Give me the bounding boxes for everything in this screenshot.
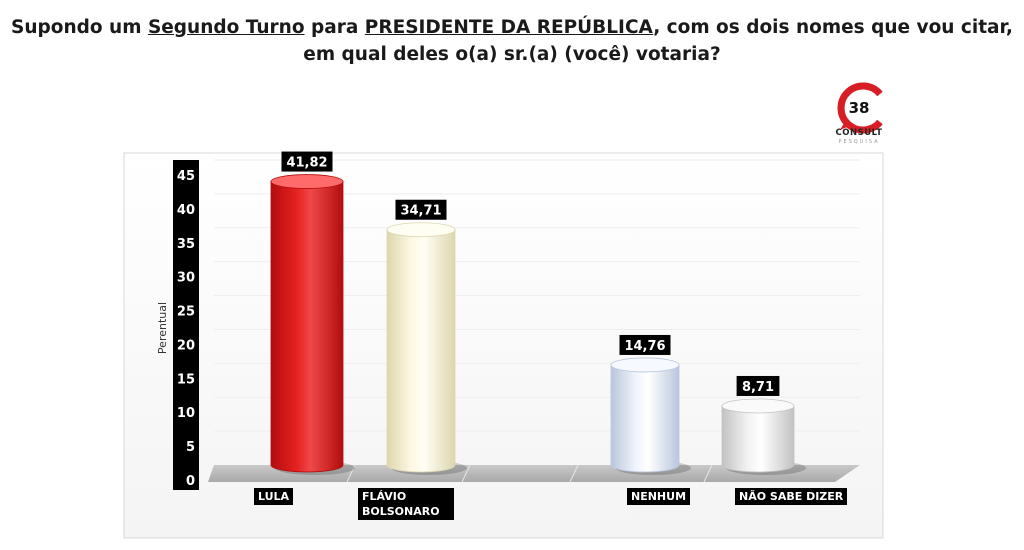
y-tick-label: 30	[177, 271, 195, 286]
y-tick-label: 40	[177, 203, 195, 218]
chart-title: Supondo um Segundo Turno para PRESIDENTE…	[0, 14, 1024, 68]
y-tick-label: 25	[177, 305, 195, 320]
38-consult-logo-icon: 38	[837, 82, 883, 134]
x-category-label-3: NÃO SABE DIZER	[735, 488, 848, 505]
value-label-3: 8,71	[742, 380, 774, 395]
logo-wordmark: CONSULT	[835, 128, 883, 138]
bar-2	[610, 364, 680, 473]
y-tick-label: 0	[186, 474, 195, 489]
bar-top-0	[270, 174, 344, 189]
value-label-bg-1	[395, 199, 447, 220]
value-label-0: 41,82	[286, 156, 327, 171]
x-category-label-2: NENHUM	[627, 488, 691, 505]
x-category-label-1: FLÁVIO BOLSONARO	[358, 488, 454, 520]
bar-top-3	[721, 398, 795, 414]
y-axis-bar	[173, 160, 199, 490]
value-label-1: 34,71	[400, 204, 441, 219]
bar-top-2	[610, 357, 680, 373]
floor-divider	[346, 464, 356, 483]
y-tick-label: 45	[177, 169, 195, 184]
bar-0	[270, 181, 344, 473]
bar-3	[721, 405, 795, 473]
bar-top-1	[386, 222, 456, 238]
value-label-bg-0	[281, 151, 333, 172]
y-tick-label: 15	[177, 372, 195, 387]
value-label-bg-3	[736, 375, 780, 396]
bar-1	[386, 229, 456, 473]
floor-divider	[703, 464, 713, 483]
y-tick-label: 5	[186, 440, 195, 455]
title-line-2: em qual deles o(a) sr.(a) (você) votaria…	[303, 44, 721, 65]
logo-number: 38	[849, 99, 870, 117]
value-label-bg-2	[619, 334, 671, 355]
x-category-label-0: LULA	[254, 488, 294, 505]
logo-subtitle: PESQUISA	[838, 139, 880, 145]
chart-floor	[208, 465, 860, 482]
y-tick-label: 35	[177, 237, 195, 252]
floor-divider	[569, 464, 579, 483]
y-tick-label: 10	[177, 406, 195, 421]
value-label-2: 14,76	[624, 339, 665, 354]
y-tick-label: 20	[177, 338, 195, 353]
y-axis-label: Perentual	[156, 302, 169, 354]
floor-divider	[461, 464, 471, 483]
title-line-1: Supondo um Segundo Turno para PRESIDENTE…	[11, 17, 1013, 38]
